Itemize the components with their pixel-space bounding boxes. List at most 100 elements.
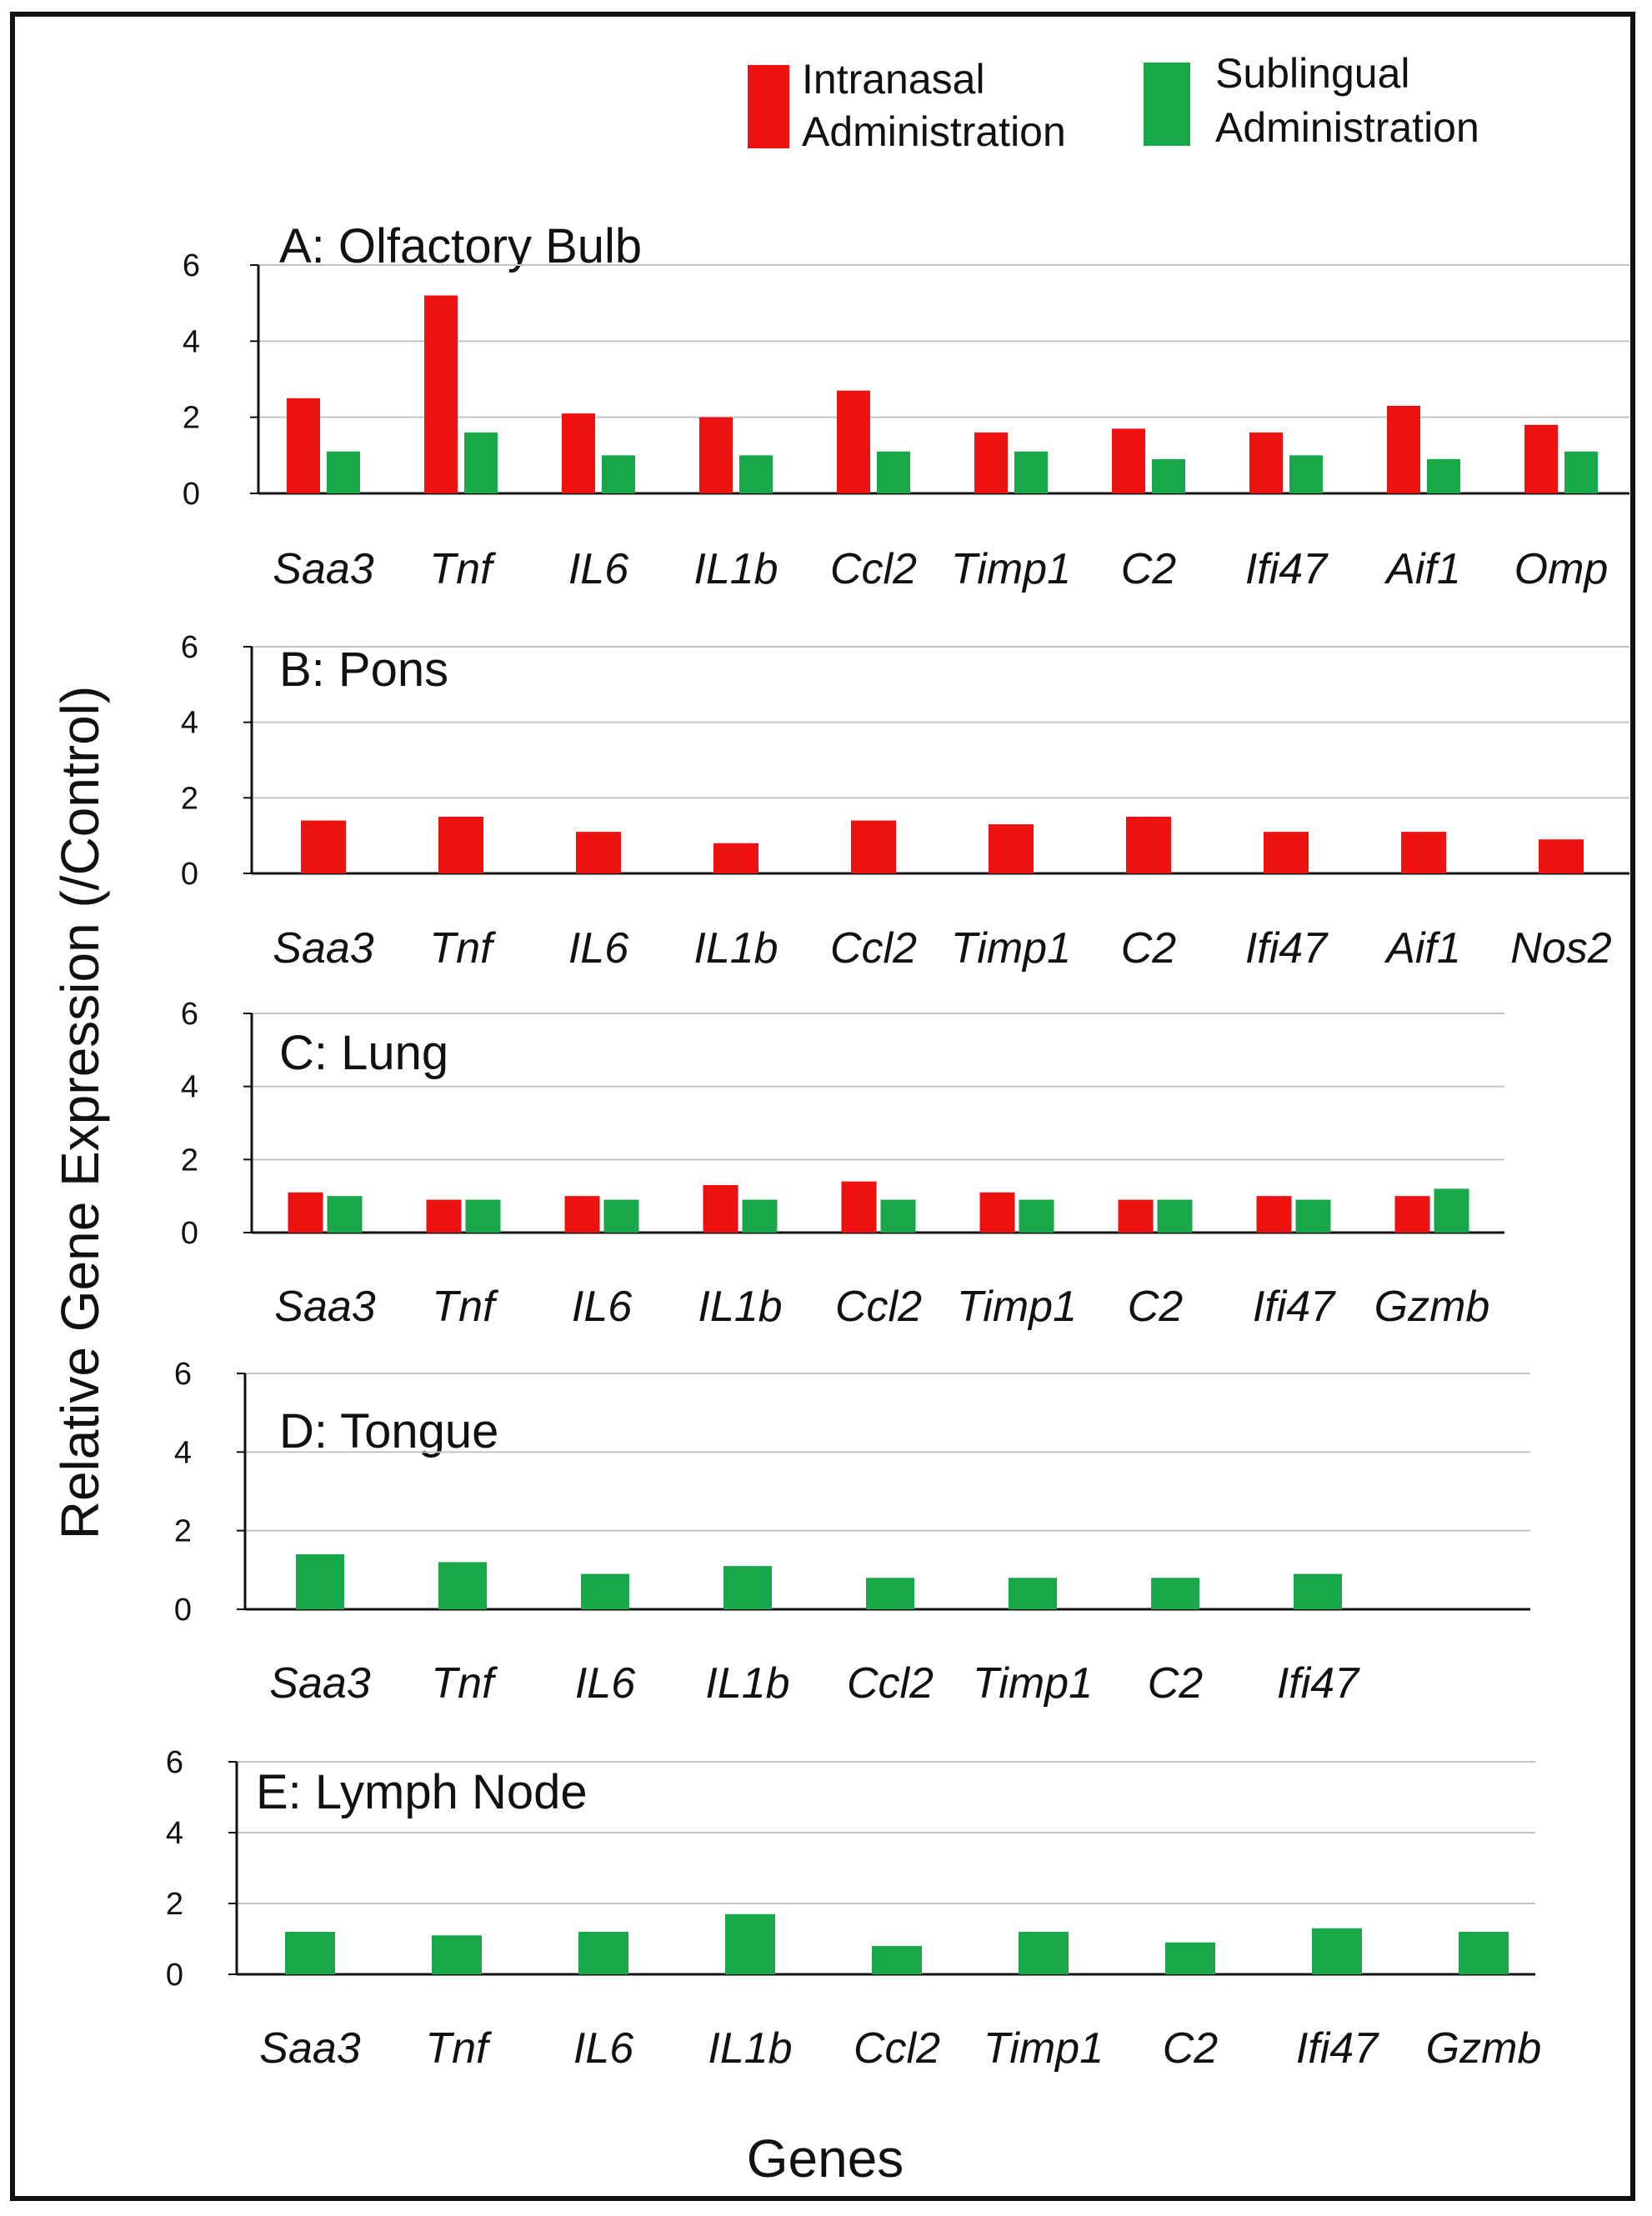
y-tick-label: 2 <box>181 1143 198 1178</box>
category-label-ifi47: Ifi47 <box>1245 545 1329 593</box>
bar-sublingual-saa3 <box>327 1196 363 1233</box>
category-label-tnf: Tnf <box>432 1283 498 1331</box>
bar-intranasal-ifi47 <box>1264 832 1309 873</box>
category-label-omp: Omp <box>1514 545 1609 593</box>
bar-intranasal-tnf <box>424 295 458 493</box>
legend-label-intranasal-line1: Intranasal <box>802 56 985 103</box>
category-label-il6: IL6 <box>575 1659 635 1708</box>
category-label-ccl2: Ccl2 <box>830 545 917 593</box>
bar-intranasal-timp1 <box>974 432 1008 493</box>
category-label-il1b: IL1b <box>698 1283 782 1331</box>
category-label-ifi47: Ifi47 <box>1277 1659 1360 1708</box>
y-tick-label: 4 <box>181 706 198 741</box>
bar-sublingual-tnf <box>432 1935 482 1974</box>
category-label-tnf: Tnf <box>429 545 496 593</box>
bar-intranasal-ccl2 <box>841 1181 877 1233</box>
category-label-il1b: IL1b <box>693 924 778 973</box>
panel-b-title: B: Pons <box>279 643 448 697</box>
panel-d-title: D: Tongue <box>279 1404 498 1458</box>
category-label-ccl2: Ccl2 <box>835 1283 922 1331</box>
bar-sublingual-saa3 <box>327 451 360 493</box>
bar-intranasal-c2 <box>1126 817 1171 873</box>
category-label-saa3: Saa3 <box>273 924 374 973</box>
category-label-timp1: Timp1 <box>951 545 1071 593</box>
y-tick-label: 6 <box>166 1745 183 1780</box>
category-label-timp1: Timp1 <box>951 924 1071 973</box>
category-label-il1b: IL1b <box>705 1659 789 1708</box>
category-label-il6: IL6 <box>572 1283 632 1331</box>
figure-frame <box>10 12 1635 2201</box>
bar-intranasal-il6 <box>576 832 621 873</box>
bar-sublingual-il1b <box>742 1199 778 1233</box>
panel-c-title: C: Lung <box>279 1026 448 1080</box>
bar-sublingual-timp1 <box>1019 1932 1069 1974</box>
category-label-c2: C2 <box>1121 545 1177 593</box>
bar-sublingual-c2 <box>1151 1578 1199 1609</box>
category-label-aif1: Aif1 <box>1384 924 1461 973</box>
bar-sublingual-saa3 <box>296 1553 344 1609</box>
category-label-c2: C2 <box>1128 1283 1184 1331</box>
bar-sublingual-c2 <box>1157 1199 1193 1233</box>
bar-intranasal-ccl2 <box>851 820 896 873</box>
y-tick-label: 4 <box>174 1435 192 1470</box>
bar-intranasal-aif1 <box>1387 405 1420 493</box>
y-tick-label: 2 <box>174 1514 192 1549</box>
bar-intranasal-nos2 <box>1539 839 1584 873</box>
y-tick-label: 2 <box>166 1887 183 1922</box>
y-tick-label: 6 <box>181 630 198 665</box>
category-label-tnf: Tnf <box>429 924 496 973</box>
category-label-il6: IL6 <box>568 545 628 593</box>
bar-sublingual-c2 <box>1165 1942 1215 1974</box>
bar-sublingual-tnf <box>438 1562 487 1609</box>
y-tick-label: 4 <box>183 324 200 359</box>
panel-e-title: E: Lymph Node <box>256 1765 588 1819</box>
category-label-ccl2: Ccl2 <box>847 1659 934 1708</box>
category-label-il6: IL6 <box>573 2024 633 2073</box>
y-tick-label: 4 <box>166 1816 183 1851</box>
category-label-aif1: Aif1 <box>1384 545 1461 593</box>
y-tick-label: 0 <box>181 857 198 892</box>
bar-sublingual-tnf <box>464 432 498 493</box>
bar-intranasal-il1b <box>703 1185 738 1233</box>
y-tick-label: 6 <box>183 248 200 283</box>
bar-sublingual-c2 <box>1152 458 1185 493</box>
category-label-saa3: Saa3 <box>259 2024 361 2073</box>
panel-c-lung: 0 2 4 6 Saa3 Tnf IL6 IL1b Ccl2 Timp1 C2 Ifi47 Gzmb <box>181 997 1504 1331</box>
bar-intranasal-il1b <box>699 417 733 493</box>
bar-sublingual-il1b <box>725 1913 775 1974</box>
category-label-saa3: Saa3 <box>274 1283 376 1331</box>
category-label-ifi47: Ifi47 <box>1296 2024 1379 2073</box>
y-tick-label: 0 <box>174 1593 192 1628</box>
panel-d-tongue: 0 2 4 6 Saa3 Tnf IL6 IL1b Ccl2 Timp1 C2 Ifi47 <box>174 1357 1530 1708</box>
legend-swatch-sublingual <box>1144 63 1190 146</box>
bar-sublingual-timp1 <box>1009 1578 1057 1609</box>
category-label-il1b: IL1b <box>708 2024 792 2073</box>
bar-sublingual-ccl2 <box>880 1199 916 1233</box>
category-label-ifi47: Ifi47 <box>1245 924 1329 973</box>
category-label-il6: IL6 <box>568 924 628 973</box>
category-label-gzmb: Gzmb <box>1426 2024 1542 2073</box>
y-tick-label: 4 <box>181 1070 198 1105</box>
category-label-nos2: Nos2 <box>1510 924 1611 973</box>
bar-sublingual-il1b <box>723 1566 772 1609</box>
y-tick-label: 6 <box>174 1357 192 1392</box>
bar-sublingual-ccl2 <box>872 1946 922 1974</box>
bar-intranasal-tnf <box>438 817 483 873</box>
category-label-gzmb: Gzmb <box>1374 1283 1490 1331</box>
bar-sublingual-aif1 <box>1427 458 1460 493</box>
y-tick-label: 2 <box>183 401 200 436</box>
category-label-timp1: Timp1 <box>973 1659 1093 1708</box>
panel-e-lymph-node: 0 2 4 6 Saa3 Tnf IL6 IL1b Ccl2 Timp1 C2 Ifi47 Gzmb <box>166 1745 1541 2073</box>
bar-sublingual-tnf <box>465 1199 501 1233</box>
bar-sublingual-il1b <box>739 455 773 493</box>
bar-sublingual-il6 <box>581 1573 629 1609</box>
bar-intranasal-c2 <box>1112 428 1145 493</box>
bar-sublingual-ccl2 <box>866 1578 914 1609</box>
bar-intranasal-ifi47 <box>1249 432 1283 493</box>
category-label-ccl2: Ccl2 <box>854 2024 940 2073</box>
bar-sublingual-il6 <box>603 1199 639 1233</box>
category-label-tnf: Tnf <box>425 2024 492 2073</box>
bar-sublingual-il6 <box>602 455 635 493</box>
bar-sublingual-saa3 <box>285 1932 335 1974</box>
